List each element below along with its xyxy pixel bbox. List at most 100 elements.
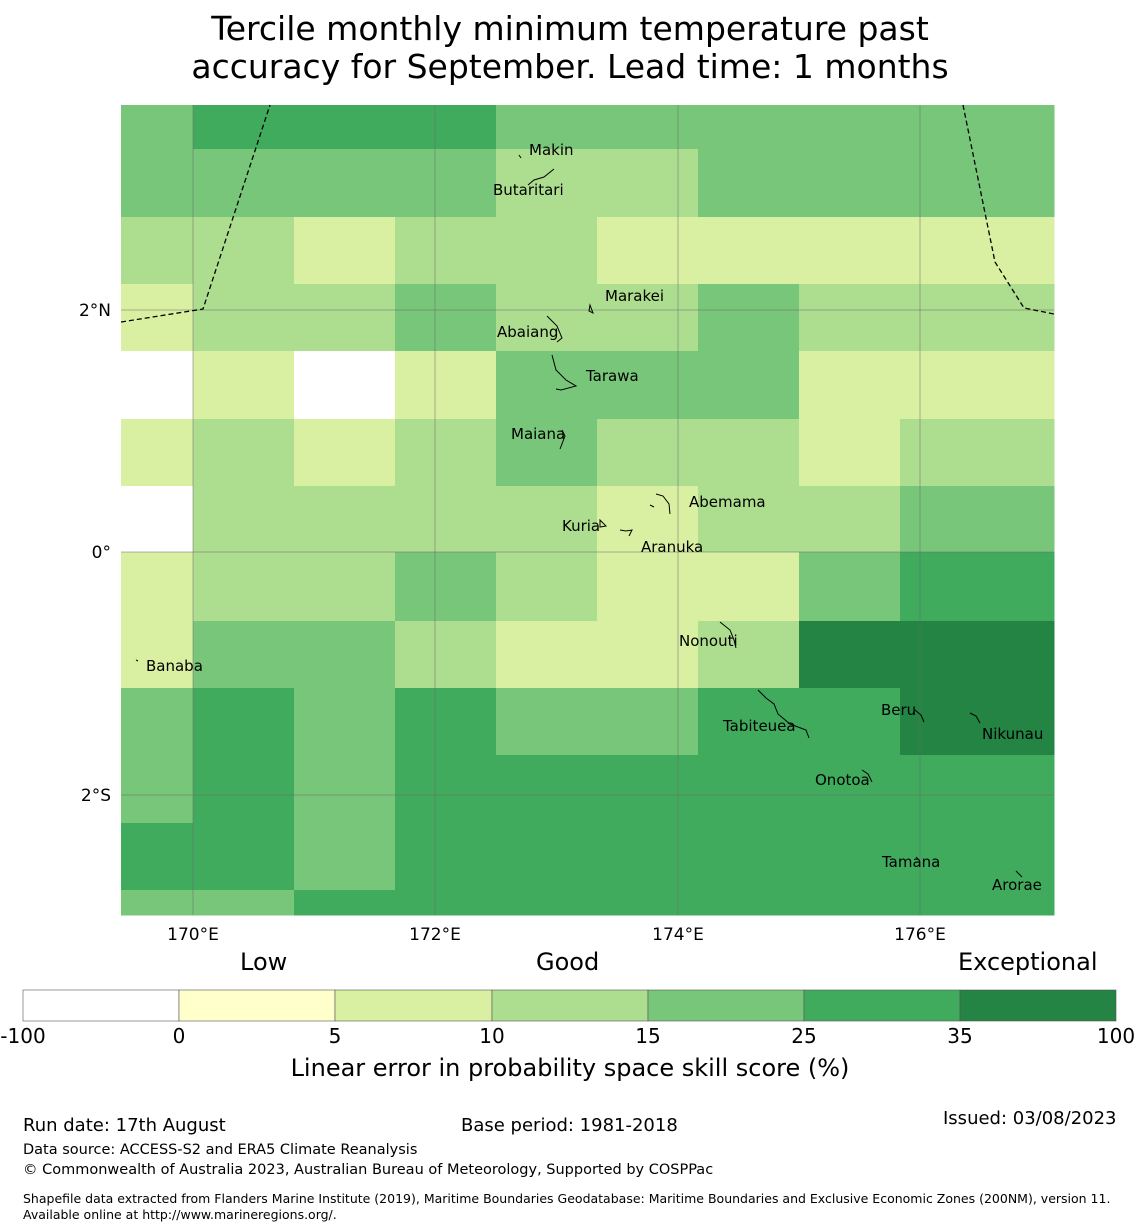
grid-cell [698, 351, 800, 420]
outline-tarawa [551, 354, 578, 391]
outline-nikunau [969, 712, 981, 724]
grid-cell [496, 105, 598, 150]
colorbar-tick--100: -100 [0, 1024, 46, 1048]
grid-cell [1001, 890, 1055, 916]
grid-cell [799, 419, 901, 487]
lat-label-2n: 2°N [79, 301, 111, 321]
grid-cell [799, 755, 901, 824]
grid-cell [294, 552, 396, 622]
label-aranuka: Aranuka [641, 538, 703, 556]
lat-label-2s: 2°S [81, 786, 111, 806]
grid-cell [698, 823, 800, 891]
grid-cell [597, 755, 699, 824]
outline-abemama [649, 493, 671, 515]
title-line-1: Tercile monthly minimum temperature past [211, 9, 929, 48]
grid-cell [900, 149, 1002, 218]
grid-cell [597, 486, 699, 553]
grid-cell [698, 688, 800, 756]
base-period: Base period: 1981-2018 [461, 1115, 678, 1136]
grid-cell [294, 351, 396, 420]
boundary-east [962, 104, 1055, 315]
grid-cell [121, 688, 194, 756]
grid-cell [900, 351, 1002, 420]
label-tarawa: Tarawa [585, 367, 639, 385]
colorbar-tick-10: 10 [479, 1024, 505, 1048]
grid-cell [121, 890, 194, 916]
grid-cell [193, 149, 295, 218]
grid-cell [597, 419, 699, 487]
grid-cell [395, 105, 497, 150]
grid-cell [1001, 755, 1055, 824]
grid-cell [193, 823, 295, 891]
grid-cell [698, 284, 800, 352]
grid-cell [799, 351, 901, 420]
outline-kuria [599, 518, 608, 528]
grid-cell [698, 105, 800, 150]
grid-cell [799, 149, 901, 218]
grid-cell [900, 890, 1002, 916]
grid-cell [1001, 351, 1055, 420]
grid-cell [395, 621, 497, 689]
grid-cell [597, 217, 699, 285]
grid-cell [121, 823, 194, 891]
chart-title: Tercile monthly minimum temperature past… [0, 10, 1140, 86]
lon-label-170: 170°E [167, 925, 219, 945]
colorbar-tick-100: 100 [1096, 1024, 1136, 1048]
grid-cell [496, 621, 598, 689]
outline-nonouti [719, 621, 737, 649]
colorbar-segment [22, 989, 180, 1022]
label-kuria: Kuria [562, 517, 600, 535]
colorbar-heading-exceptional: Exceptional [958, 948, 1098, 976]
grid-cell [698, 149, 800, 218]
lon-label-174: 174°E [652, 925, 704, 945]
outline-makin [518, 154, 522, 159]
grid-cell [193, 419, 295, 487]
grid-cell [900, 755, 1002, 824]
grid-cell [1001, 688, 1055, 756]
grid-cell [294, 217, 396, 285]
label-onotoa: Onotoa [815, 771, 870, 789]
grid-cell [597, 552, 699, 622]
outline-butaritari [527, 168, 555, 186]
label-tamana: Tamana [881, 853, 940, 871]
grid-cell [1001, 217, 1055, 285]
label-makin: Makin [529, 141, 574, 159]
grid-cell [900, 217, 1002, 285]
grid-cell [294, 284, 396, 352]
label-nonouti: Nonouti [679, 632, 738, 650]
grid-cell [900, 486, 1002, 553]
grid-cell [496, 823, 598, 891]
grid-cell [698, 486, 800, 553]
grid-cell [698, 890, 800, 916]
grid-cell [799, 105, 901, 150]
grid-cell [193, 351, 295, 420]
grid-cell [799, 486, 901, 553]
grid-cell [597, 105, 699, 150]
outline-onotoa [861, 769, 873, 783]
colorbar-tick-5: 5 [328, 1024, 342, 1048]
grid-cell [900, 284, 1002, 352]
grid-cell [496, 486, 598, 553]
grid-cell [395, 149, 497, 218]
grid-cell [121, 755, 194, 824]
label-tabiteuea: Tabiteuea [722, 717, 796, 735]
grid-cell [799, 890, 901, 916]
outline-maiana [559, 429, 566, 450]
grid-cell [597, 149, 699, 218]
grid-cell [799, 688, 901, 756]
grid-cell [496, 351, 598, 420]
lon-label-176: 176°E [894, 925, 946, 945]
grid-cell [121, 552, 194, 622]
outline-tamana [915, 856, 919, 860]
grid-cell [597, 823, 699, 891]
grid-cell [121, 149, 194, 218]
colorbar-tick-0: 0 [172, 1024, 186, 1048]
grid-cell [395, 552, 497, 622]
label-butaritari: Butaritari [493, 181, 564, 199]
colorbar-tick-15: 15 [635, 1024, 661, 1048]
grid-cell [799, 284, 901, 352]
label-beru: Beru [881, 701, 916, 719]
outline-abaiang [546, 315, 563, 343]
grid-cell [496, 552, 598, 622]
grid-cell [395, 755, 497, 824]
